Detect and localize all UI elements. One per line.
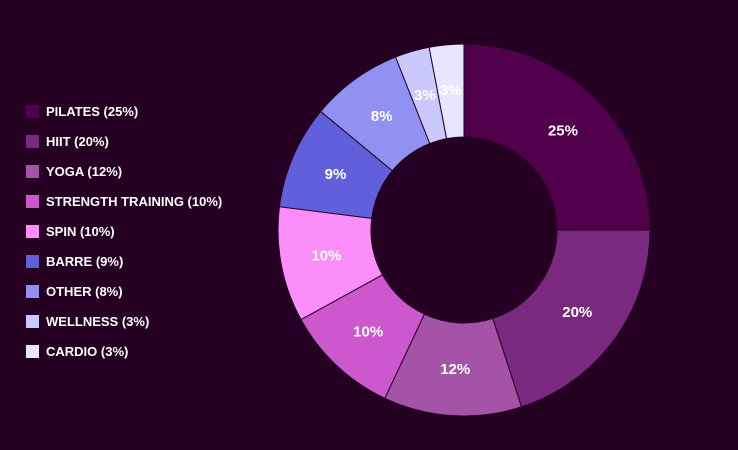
slice-pilates: [463, 43, 651, 231]
legend-swatch-pilates: [26, 104, 39, 118]
legend-swatch-other: [26, 284, 39, 298]
legend-item-pilates: PILATES (25%): [26, 96, 222, 126]
legend-label-strength-training: STRENGTH TRAINING (10%): [46, 193, 223, 209]
chart-legend: PILATES (25%) HIIT (20%) YOGA (12%) STRENGT…: [26, 96, 222, 366]
donut-slice-labels: 25% 20% 12% 10% 10% 9% 8% 3% 3%: [311, 82, 592, 378]
legend-item-barre: BARRE (9%): [26, 246, 222, 276]
legend-swatch-wellness: [26, 314, 39, 328]
donut-slices: [277, 43, 651, 417]
slice-label-spin: 10%: [311, 248, 341, 265]
slice-label-yoga: 12%: [440, 361, 470, 378]
legend-item-yoga: YOGA (12%): [26, 156, 222, 186]
legend-swatch-hiit: [26, 134, 39, 148]
legend-label-spin: SPIN (10%): [46, 223, 115, 239]
slice-label-pilates: 25%: [548, 123, 578, 140]
slice-cardio: [428, 43, 465, 140]
legend-label-barre: BARRE (9%): [46, 253, 124, 269]
legend-item-cardio: CARDIO (3%): [26, 336, 222, 366]
legend-swatch-yoga: [26, 164, 39, 178]
legend-item-hiit: HIIT (20%): [26, 126, 222, 156]
legend-swatch-spin: [26, 224, 39, 238]
legend-label-cardio: CARDIO (3%): [46, 343, 129, 359]
slice-label-other: 8%: [371, 108, 393, 125]
legend-label-other: OTHER (8%): [46, 283, 123, 299]
slice-label-wellness: 3%: [414, 87, 436, 104]
slice-label-cardio: 3%: [440, 82, 462, 99]
legend-item-spin: SPIN (10%): [26, 216, 222, 246]
legend-item-other: OTHER (8%): [26, 276, 222, 306]
slice-label-barre: 9%: [325, 166, 347, 183]
slice-label-hiit: 20%: [562, 304, 592, 321]
legend-label-pilates: PILATES (25%): [46, 103, 139, 119]
legend-label-hiit: HIIT (20%): [46, 133, 109, 149]
legend-label-wellness: WELLNESS (3%): [46, 313, 150, 329]
legend-swatch-barre: [26, 254, 39, 268]
legend-swatch-cardio: [26, 344, 39, 358]
slice-hiit: [492, 229, 651, 408]
slice-label-strength-training: 10%: [353, 324, 383, 341]
legend-label-yoga: YOGA (12%): [46, 163, 123, 179]
legend-swatch-strength-training: [26, 194, 39, 208]
legend-item-wellness: WELLNESS (3%): [26, 306, 222, 336]
legend-item-strength-training: STRENGTH TRAINING (10%): [26, 186, 222, 216]
